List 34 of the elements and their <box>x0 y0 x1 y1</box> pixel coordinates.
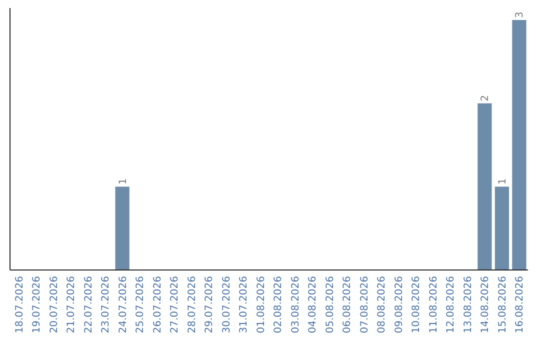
x-tick-label: 24.07.2026 <box>118 276 129 334</box>
x-tick-label: 05.08.2026 <box>324 276 336 334</box>
data-label: 1 <box>497 178 508 185</box>
x-tick-label: 18.07.2026 <box>14 276 26 334</box>
x-tick-label: 28.07.2026 <box>186 276 198 334</box>
x-tick-label: 09.08.2026 <box>394 276 405 334</box>
x-tick-label: 11.08.2026 <box>428 276 440 334</box>
x-tick-label: 04.08.2026 <box>308 276 319 334</box>
x-tick-label: 15.08.2026 <box>497 276 508 334</box>
x-tick-label: 22.07.2026 <box>83 276 94 334</box>
x-tick-label: 20.07.2026 <box>48 276 60 334</box>
x-tick-label: 10.08.2026 <box>411 276 422 334</box>
x-tick-label: 21.07.2026 <box>66 276 78 334</box>
x-tick-label: 26.07.2026 <box>152 276 164 334</box>
x-tick-label: 13.08.2026 <box>462 276 474 334</box>
data-label: 1 <box>118 178 129 185</box>
x-tick-label: 03.08.2026 <box>290 276 302 334</box>
x-tick-label: 01.08.2026 <box>256 276 267 334</box>
x-tick-label: 29.07.2026 <box>204 276 216 334</box>
x-tick-label: 31.07.2026 <box>238 276 250 334</box>
x-tick-label: 30.07.2026 <box>221 276 232 334</box>
data-label: 3 <box>514 12 526 18</box>
x-tick-label: 16.08.2026 <box>514 276 526 334</box>
x-tick-label: 07.08.2026 <box>359 276 370 334</box>
x-tick-label: 02.08.2026 <box>273 276 284 334</box>
x-tick-label: 25.07.2026 <box>135 276 146 334</box>
x-tick-label: 23.07.2026 <box>100 276 112 334</box>
x-tick-label: 19.07.2026 <box>32 276 43 334</box>
x-tick-label: 08.08.2026 <box>376 276 388 334</box>
x-tick-label: 12.08.2026 <box>446 276 457 334</box>
data-label: 2 <box>480 94 492 102</box>
x-tick-label: 06.08.2026 <box>342 276 354 334</box>
x-tick-label: 27.07.2026 <box>170 276 181 334</box>
x-tick-label: 14.08.2026 <box>480 276 492 334</box>
